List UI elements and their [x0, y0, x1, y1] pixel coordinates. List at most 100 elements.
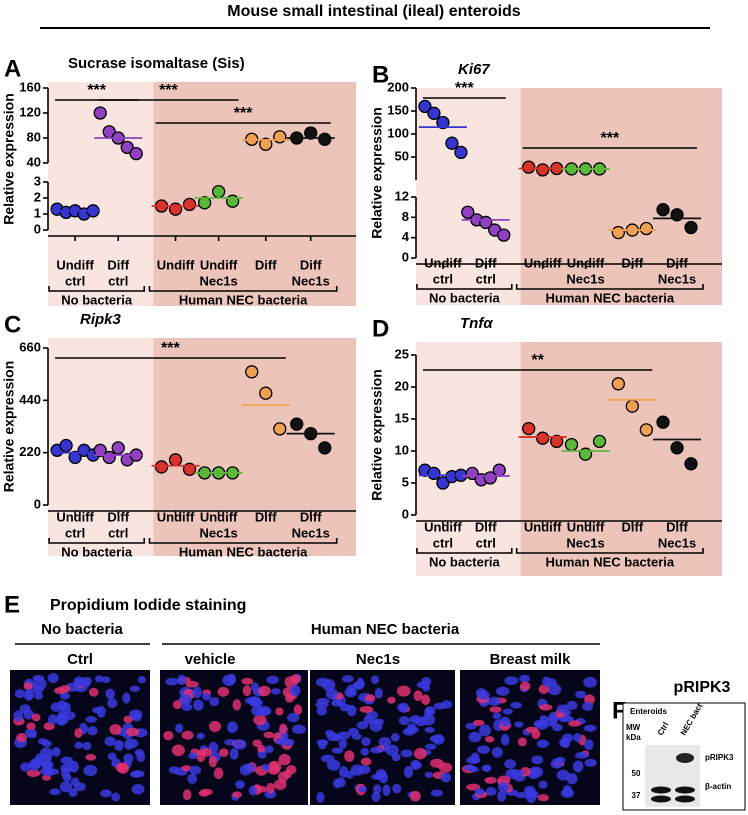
nucleus — [346, 704, 357, 717]
nucleus — [440, 772, 452, 783]
nucleus — [34, 691, 44, 700]
nucleus — [495, 686, 510, 696]
nucleus — [107, 752, 117, 761]
nucleus — [399, 702, 409, 713]
nucleus — [499, 716, 511, 727]
nucleus — [410, 759, 421, 770]
x-tick-label: Diff — [622, 519, 644, 534]
nucleus — [185, 680, 199, 688]
group-bracket — [148, 286, 338, 292]
data-point — [656, 203, 670, 217]
nucleus — [413, 690, 423, 702]
nucleus — [573, 733, 582, 743]
y-tick-label: 660 — [19, 339, 41, 354]
nucleus — [491, 747, 503, 758]
group-label: Human NEC bacteria — [179, 544, 308, 559]
band — [675, 786, 695, 794]
data-point — [522, 160, 536, 174]
nucleus — [74, 741, 84, 750]
data-point — [684, 457, 698, 471]
data-point — [522, 421, 536, 436]
nucleus — [538, 780, 548, 789]
nucleus — [338, 766, 349, 778]
data-point — [93, 443, 107, 457]
x-tick-label: Diff — [475, 255, 497, 270]
y-tick-label: 5 — [402, 474, 409, 489]
nucleus — [253, 714, 267, 726]
chart-title: Tnfα — [460, 315, 493, 332]
nucleus — [47, 714, 58, 725]
panel-title: pRIPK3 — [674, 679, 731, 696]
plot-background-dark — [153, 82, 356, 306]
nucleus — [32, 685, 44, 694]
nucleus — [421, 694, 431, 706]
nucleus — [163, 730, 174, 741]
nucleus — [361, 737, 371, 746]
nucleus — [181, 730, 194, 740]
nucleus — [322, 679, 336, 691]
nucleus — [248, 785, 258, 796]
nucleus — [517, 737, 527, 747]
nucleus — [584, 758, 597, 767]
data-point — [182, 197, 197, 212]
nucleus — [107, 697, 118, 709]
nucleus — [536, 739, 549, 748]
nucleus — [181, 765, 192, 772]
y-tick-label: 0 — [34, 496, 41, 511]
nucleus — [515, 792, 530, 799]
x-tick-label: Nec1s — [658, 535, 696, 550]
x-tick-label: Nec1s — [566, 271, 604, 286]
chart-title: Ripk3 — [80, 311, 122, 328]
nucleus — [364, 694, 376, 702]
nucleus — [550, 758, 564, 769]
data-point — [418, 99, 432, 114]
data-point — [492, 463, 506, 477]
plot-background-dark — [520, 88, 722, 305]
panel-letter: C — [4, 311, 21, 338]
nucleus — [535, 719, 549, 730]
nucleus — [519, 674, 531, 683]
plot-background-light — [416, 342, 521, 576]
nucleus — [568, 720, 582, 727]
data-point — [290, 417, 304, 431]
y-tick-label: 8 — [402, 209, 409, 224]
nucleus — [511, 769, 525, 776]
x-tick-label: ctrl — [433, 271, 453, 286]
data-point — [497, 228, 511, 242]
nucleus — [92, 706, 103, 714]
nucleus — [179, 693, 192, 706]
group-label: No bacteria — [41, 621, 123, 638]
nucleus — [95, 675, 104, 683]
mw-label: MW — [626, 723, 641, 732]
significance-label: *** — [455, 80, 474, 97]
nucleus — [209, 696, 220, 707]
data-point — [436, 476, 450, 490]
image-label: Ctrl — [67, 651, 93, 668]
y-tick-label: 10 — [395, 442, 409, 457]
group-bracket — [48, 286, 146, 292]
nucleus — [19, 704, 31, 714]
x-tick-label: Undiff — [424, 255, 462, 270]
group-label: Human NEC bacteria — [546, 554, 675, 569]
nucleus — [196, 732, 205, 740]
nucleus — [14, 689, 25, 699]
y-tick-label: 40 — [27, 154, 41, 169]
nucleus — [49, 788, 61, 796]
nucleus — [266, 782, 275, 794]
y-tick-label: 220 — [19, 444, 41, 459]
nucleus — [232, 791, 242, 799]
nucleus — [479, 724, 491, 737]
nucleus — [89, 687, 99, 697]
x-tick-label: Undiff — [424, 519, 462, 534]
nucleus — [175, 723, 184, 733]
x-tick-label: Undiff — [524, 255, 562, 270]
y-tick-label: 4 — [402, 229, 410, 244]
x-tick-label: Diff — [255, 257, 277, 272]
nucleus — [129, 685, 141, 692]
nucleus — [510, 701, 523, 709]
y-tick-label: 0 — [34, 221, 41, 236]
data-point — [168, 202, 183, 216]
y-tick-label: 12 — [395, 188, 409, 203]
data-point — [536, 431, 550, 445]
nucleus — [187, 773, 198, 784]
